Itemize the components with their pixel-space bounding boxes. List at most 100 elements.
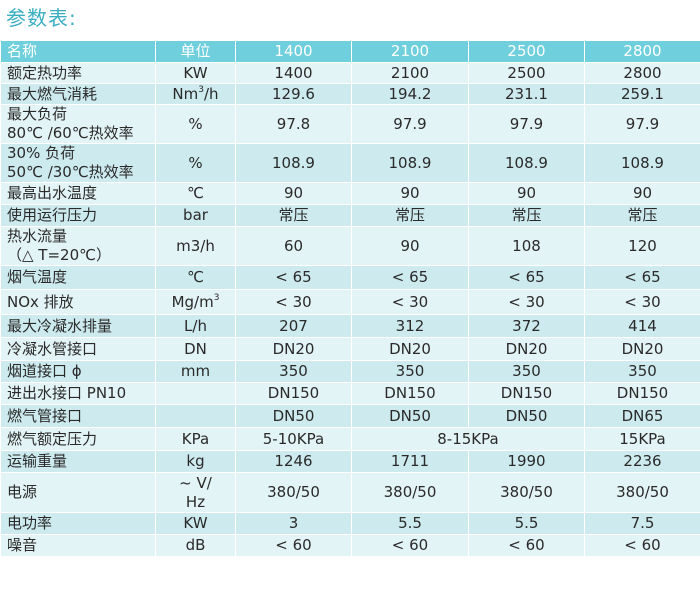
- param-name: 额定热功率: [0, 62, 156, 84]
- param-value: < 30: [468, 289, 585, 315]
- table-header-row: 名称 单位 1400 2100 2500 2800: [0, 40, 700, 63]
- param-value: DN20: [351, 337, 469, 361]
- unit-suffix: /h: [204, 84, 219, 103]
- param-value: 2500: [468, 62, 585, 84]
- unit-base: Mg/m: [171, 292, 214, 311]
- param-value: DN150: [235, 382, 352, 405]
- param-name: 热水流量 （△ T=20℃）: [0, 226, 156, 266]
- param-value: 97.9: [584, 104, 700, 144]
- param-name: 电源: [0, 472, 156, 513]
- header-model: 2800: [584, 40, 700, 63]
- param-value: 60: [235, 226, 352, 266]
- param-value: 231.1: [468, 83, 585, 105]
- header-model: 2100: [351, 40, 469, 63]
- param-unit: kg: [155, 450, 236, 473]
- param-unit: dB: [155, 534, 236, 557]
- param-unit: L/h: [155, 314, 236, 338]
- param-value: 350: [584, 360, 700, 383]
- param-value: < 65: [468, 265, 585, 290]
- param-value: 2236: [584, 450, 700, 473]
- param-value: 97.8: [235, 104, 352, 144]
- table-row: 冷凝水管接口 DN DN20 DN20 DN20 DN20: [0, 337, 700, 361]
- param-value: DN150: [584, 382, 700, 405]
- param-name-line: 最大燃气消耗: [7, 84, 98, 103]
- param-name: 烟道接口 ϕ: [0, 360, 156, 383]
- param-value: 97.9: [468, 104, 585, 144]
- param-name-line: NOx 排放: [7, 292, 74, 311]
- param-value: DN65: [584, 404, 700, 428]
- param-unit: mm: [155, 360, 236, 383]
- param-name-line: 电源: [7, 483, 38, 501]
- table-row: 电源 ~ V/Hz 380/50 380/50 380/50 380/50: [0, 472, 700, 513]
- param-name-line: 燃气管接口: [7, 406, 83, 425]
- param-name: NOx 排放: [0, 289, 156, 315]
- param-value: DN150: [468, 382, 585, 405]
- table-row: 噪音 dB < 60 < 60 < 60 < 60: [0, 534, 700, 557]
- parameter-table: 名称 单位 1400 2100 2500 2800 额定热功率 KW 1400 210…: [0, 40, 700, 557]
- param-unit: Nm3/h: [155, 83, 236, 105]
- param-value: 350: [235, 360, 352, 383]
- param-value: < 65: [351, 265, 469, 290]
- param-value: 108: [468, 226, 585, 266]
- param-name-line: 燃气额定压力: [7, 429, 98, 448]
- param-value: DN20: [235, 337, 352, 361]
- param-value: 常压: [351, 204, 469, 227]
- param-name: 运输重量: [0, 450, 156, 473]
- param-value: 1711: [351, 450, 469, 473]
- param-name: 燃气管接口: [0, 404, 156, 428]
- param-value: 414: [584, 314, 700, 338]
- param-name: 冷凝水管接口: [0, 337, 156, 361]
- param-name: 进出水接口 PN10: [0, 382, 156, 405]
- param-value: < 60: [468, 534, 585, 557]
- param-value: < 30: [235, 289, 352, 315]
- param-name-line: 最大负荷: [7, 105, 68, 124]
- param-value: DN50: [468, 404, 585, 428]
- param-value: 97.9: [351, 104, 469, 144]
- param-unit: [155, 404, 236, 428]
- param-name-line: 热水流量: [7, 227, 68, 246]
- param-value: 5.5: [468, 512, 585, 535]
- param-value: 2800: [584, 62, 700, 84]
- param-value: 120: [584, 226, 700, 266]
- param-name: 最大燃气消耗: [0, 83, 156, 105]
- param-value: 380/50: [235, 472, 352, 513]
- param-value: 90: [235, 182, 352, 205]
- table-row: 燃气额定压力 KPa 5-10KPa 8-15KPa 15KPa: [0, 427, 700, 451]
- param-value: 常压: [468, 204, 585, 227]
- param-name-line: 烟道接口 ϕ: [7, 362, 82, 380]
- param-name-line: 额定热功率: [7, 63, 83, 82]
- param-unit: %: [155, 143, 236, 183]
- unit-line: Hz: [185, 492, 206, 511]
- header-model: 1400: [235, 40, 352, 63]
- param-value: < 65: [584, 265, 700, 290]
- param-value: 380/50: [468, 472, 585, 513]
- param-name: 30% 负荷 50℃ /30℃热效率: [0, 143, 156, 183]
- unit-superscript: 3: [213, 292, 220, 303]
- param-value: 3: [235, 512, 352, 535]
- param-value: DN50: [351, 404, 469, 428]
- param-name-line: 电功率: [7, 514, 53, 532]
- param-value: < 60: [235, 534, 352, 557]
- param-name-line: 最大冷凝水排量: [7, 316, 113, 335]
- param-value: 常压: [584, 204, 700, 227]
- header-name: 名称: [0, 40, 156, 63]
- param-value: 108.9: [235, 143, 352, 183]
- param-value: 90: [468, 182, 585, 205]
- param-name: 燃气额定压力: [0, 427, 156, 451]
- param-unit: [155, 382, 236, 405]
- param-name: 最高出水温度: [0, 182, 156, 205]
- param-value: 207: [235, 314, 352, 338]
- param-name-line: 使用运行压力: [7, 206, 98, 224]
- table-row: 最大燃气消耗 Nm3/h 129.6 194.2 231.1 259.1: [0, 83, 700, 105]
- header-model: 2500: [468, 40, 585, 63]
- param-unit: ~ V/Hz: [155, 472, 236, 513]
- table-row: 运输重量 kg 1246 1711 1990 2236: [0, 450, 700, 473]
- param-unit: KW: [155, 512, 236, 535]
- table-row: 30% 负荷 50℃ /30℃热效率% 108.9 108.9 108.9 108.9: [0, 143, 700, 183]
- param-name: 使用运行压力: [0, 204, 156, 227]
- param-value: 5-10KPa: [235, 427, 352, 451]
- table-row: 最大负荷 80℃ /60℃热效率% 97.8 97.9 97.9 97.9: [0, 104, 700, 144]
- param-name: 电功率: [0, 512, 156, 535]
- param-name-line: 80℃ /60℃热效率: [7, 124, 134, 142]
- table-row: 烟道接口 ϕ mm 350 350 350 350: [0, 360, 700, 383]
